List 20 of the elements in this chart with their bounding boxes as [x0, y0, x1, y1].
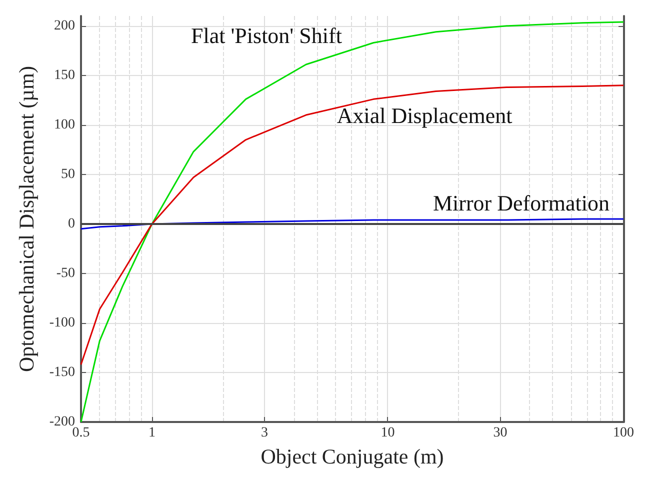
series-label: Axial Displacement [336, 102, 512, 128]
y-tick-label: 0 [68, 216, 75, 232]
x-axis-title: Object Conjugate (m) [260, 444, 444, 468]
y-tick-label: 50 [61, 166, 75, 182]
x-tick-label: 1 [148, 426, 156, 440]
y-tick-label: 150 [54, 68, 75, 83]
y-tick-label: 100 [54, 117, 75, 132]
y-tick-label: 200 [54, 18, 75, 34]
y-tick-label: -50 [56, 266, 75, 281]
y-tick-label: -150 [49, 364, 75, 380]
y-tick-label: -200 [49, 414, 75, 430]
y-tick-label: -100 [49, 315, 75, 330]
x-tick-label: 3 [260, 426, 268, 440]
y-axis-title: Optomechanical Displacement (µm) [14, 66, 38, 372]
x-tick-label: 0.5 [72, 426, 90, 440]
x-tick-label: 100 [613, 426, 634, 440]
series-label: Flat 'Piston' Shift [190, 23, 342, 48]
x-tick-label: 10 [380, 426, 395, 440]
x-tick-label: 30 [493, 426, 508, 440]
series-label: Mirror Deformation [432, 190, 610, 216]
